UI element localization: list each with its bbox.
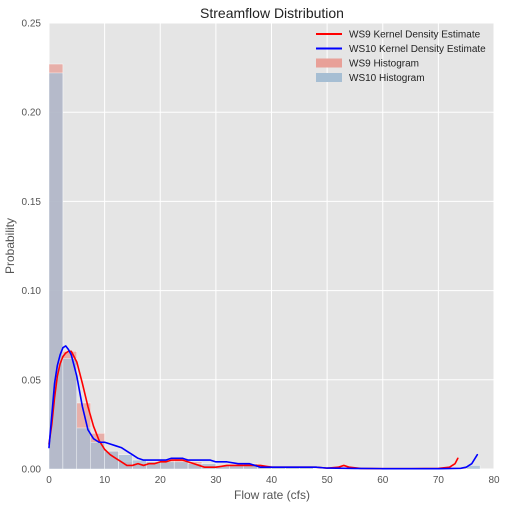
legend-label: WS10 Kernel Density Estimate bbox=[349, 44, 486, 55]
y-tick-label: 0.25 bbox=[22, 19, 42, 30]
y-axis-ticks: 0.00 0.05 0.10 0.15 0.20 0.25 bbox=[22, 19, 42, 476]
x-tick-label: 0 bbox=[46, 475, 52, 486]
legend-label: WS9 Histogram bbox=[349, 59, 419, 70]
ws10-histogram-bar bbox=[76, 427, 91, 470]
ws10-histogram-bar bbox=[160, 461, 175, 470]
legend-item: WS10 Histogram bbox=[316, 73, 425, 84]
y-tick-label: 0.20 bbox=[22, 108, 42, 119]
ws10-histogram-bar bbox=[48, 72, 64, 470]
x-tick-label: 40 bbox=[266, 475, 278, 486]
legend-item: WS9 Histogram bbox=[316, 58, 419, 70]
legend-swatch-patch bbox=[316, 73, 342, 82]
legend-item: WS10 Kernel Density Estimate bbox=[316, 44, 486, 55]
legend-item: WS9 Kernel Density Estimate bbox=[316, 30, 481, 41]
ws10-kde-line bbox=[48, 345, 479, 470]
legend-swatch-patch bbox=[316, 58, 342, 68]
ws10-histogram-bar bbox=[104, 450, 119, 470]
legend-label: WS10 Histogram bbox=[349, 73, 425, 84]
x-axis-label: Flow rate (cfs) bbox=[234, 488, 310, 502]
y-tick-label: 0.05 bbox=[22, 375, 42, 386]
x-tick-label: 70 bbox=[433, 475, 445, 486]
ws10-histogram-bar bbox=[173, 461, 189, 470]
y-tick-label: 0.10 bbox=[22, 286, 42, 297]
x-axis-ticks: 0 10 20 30 40 50 60 70 80 bbox=[46, 475, 500, 486]
chart-title: Streamflow Distribution bbox=[200, 5, 344, 21]
x-tick-label: 50 bbox=[322, 475, 334, 486]
y-tick-label: 0.00 bbox=[22, 465, 42, 476]
ws9-kde-line bbox=[48, 350, 459, 470]
kde-lines bbox=[48, 345, 479, 470]
x-tick-label: 60 bbox=[377, 475, 389, 486]
y-tick-label: 0.15 bbox=[22, 197, 42, 208]
y-axis-label: Probability bbox=[3, 218, 17, 274]
x-tick-label: 30 bbox=[210, 475, 222, 486]
x-tick-label: 20 bbox=[155, 475, 167, 486]
ws10-histogram-bar bbox=[62, 358, 78, 470]
x-tick-label: 80 bbox=[488, 475, 500, 486]
legend-label: WS9 Kernel Density Estimate bbox=[349, 30, 481, 41]
chart-legend: WS9 Kernel Density Estimate WS10 Kernel D… bbox=[316, 30, 486, 84]
x-tick-label: 10 bbox=[99, 475, 111, 486]
